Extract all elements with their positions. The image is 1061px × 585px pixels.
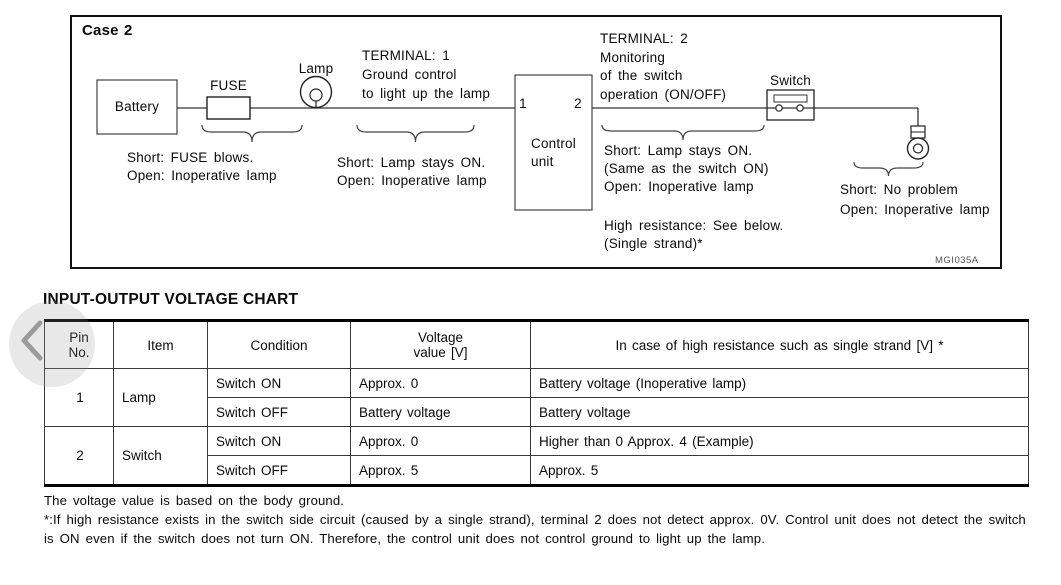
table-header-row: Pin No. Item Condition Voltage value [V]… — [44, 320, 1029, 369]
lamp-fault-caption: Short: Lamp stays ON. Open: Inoperative … — [337, 155, 487, 188]
pin-cell: 1 — [44, 368, 114, 427]
battery-label: Battery — [114, 99, 160, 114]
table-row: 2 Switch Switch ON Approx. 0 Higher than… — [44, 426, 1029, 486]
control-unit-pin-2: 2 — [574, 96, 582, 111]
battery-box — [96, 79, 178, 135]
switch-label: Switch — [770, 73, 811, 88]
circuit-diagram-panel: Case 2 Battery FUSE Lamp TERMINAL: 1 Gro… — [70, 15, 1002, 269]
high-resistance-cell: Battery voltage (Inoperative lamp) — [530, 368, 1029, 398]
voltage-table: Pin No. Item Condition Voltage value [V]… — [44, 319, 1029, 487]
lamp-label: Lamp — [298, 61, 334, 76]
chart-heading: INPUT-OUTPUT VOLTAGE CHART — [43, 291, 299, 308]
item-cell: Switch — [113, 426, 208, 486]
prev-page-button[interactable] — [9, 301, 95, 387]
col-header-voltage: Voltage value [V] — [350, 320, 531, 369]
voltage-cell: Approx. 0 — [350, 426, 531, 456]
control-unit-box — [514, 74, 593, 211]
pin-cell: 2 — [44, 426, 114, 486]
high-resistance-cell: Approx. 5 — [530, 455, 1029, 486]
col-header-condition: Condition — [207, 320, 351, 369]
table-row: 1 Lamp Switch ON Approx. 0 Battery volta… — [44, 368, 1029, 427]
condition-cell: Switch OFF — [207, 455, 351, 486]
terminal1-note: TERMINAL: 1 Ground control to light up t… — [362, 48, 491, 101]
switch-symbol — [766, 89, 815, 121]
voltage-cell: Approx. 5 — [350, 455, 531, 486]
figure-code: MGI035A — [935, 255, 979, 266]
condition-cell: Switch OFF — [207, 397, 351, 427]
item-cell: Lamp — [113, 368, 208, 427]
voltage-cell: Battery voltage — [350, 397, 531, 427]
chevron-left-icon — [21, 320, 43, 361]
table-row: Switch OFF Approx. 5 Approx. 5 — [45, 455, 1029, 486]
footnote-high-resistance: *:If high resistance exists in the switc… — [44, 512, 1026, 546]
condition-cell: Switch ON — [207, 368, 351, 398]
fuse-fault-caption: Short: FUSE blows. Open: Inoperative lam… — [127, 150, 277, 183]
ground-connector-symbol — [906, 125, 930, 160]
high-resistance-cell: Battery voltage — [530, 397, 1029, 427]
lamp-symbol — [299, 75, 333, 109]
case-title: Case 2 — [82, 22, 133, 39]
high-resistance-note: High resistance: See below. (Single stra… — [604, 218, 784, 251]
control-unit-pin-1: 1 — [519, 96, 527, 111]
ground-fault-caption: Short: No problem Open: Inoperative lamp — [840, 182, 990, 217]
brace-marks — [201, 124, 924, 177]
col-header-high-resistance: In case of high resistance such as singl… — [530, 320, 1029, 369]
high-resistance-cell: Higher than 0 Approx. 4 (Example) — [530, 426, 1029, 456]
terminal2-note: TERMINAL: 2 Monitoring of the switch ope… — [600, 31, 727, 102]
footnote-ground-reference: The voltage value is based on the body g… — [44, 493, 345, 508]
voltage-cell: Approx. 0 — [350, 368, 531, 398]
circuit-diagram-graphics — [96, 74, 930, 211]
condition-cell: Switch ON — [207, 426, 351, 456]
fuse-label: FUSE — [210, 78, 247, 93]
col-header-item: Item — [113, 320, 208, 369]
table-row: Switch OFF Battery voltage Battery volta… — [45, 397, 1029, 427]
control-unit-label: Control unit — [531, 136, 576, 169]
terminal2-fault-caption: Short: Lamp stays ON. (Same as the switc… — [604, 143, 769, 194]
fuse-symbol — [206, 96, 251, 120]
